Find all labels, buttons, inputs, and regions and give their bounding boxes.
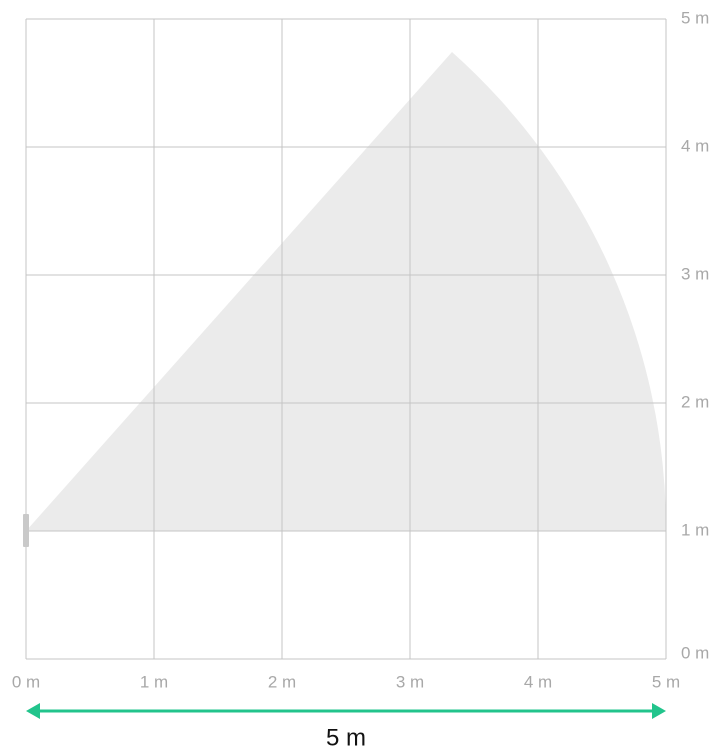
detection-zone bbox=[26, 52, 667, 531]
y-tick-label: 0 m bbox=[681, 643, 709, 662]
y-tick-label: 1 m bbox=[681, 520, 709, 539]
x-tick-label: 2 m bbox=[268, 672, 296, 691]
y-tick-label: 2 m bbox=[681, 392, 709, 411]
x-tick-label: 0 m bbox=[12, 672, 40, 691]
y-tick-label: 5 m bbox=[681, 8, 709, 27]
x-tick-label: 1 m bbox=[140, 672, 168, 691]
arrow-head-right bbox=[652, 703, 666, 719]
y-tick-label: 4 m bbox=[681, 136, 709, 155]
x-tick-label: 5 m bbox=[652, 672, 680, 691]
x-tick-label: 3 m bbox=[396, 672, 424, 691]
dimension-label: 5 m bbox=[326, 724, 366, 749]
dimension-arrow bbox=[26, 703, 666, 719]
x-tick-label: 4 m bbox=[524, 672, 552, 691]
detector bbox=[23, 514, 29, 547]
y-tick-label: 3 m bbox=[681, 264, 709, 283]
grid bbox=[25, 18, 667, 660]
arrow-head-left bbox=[26, 703, 40, 719]
